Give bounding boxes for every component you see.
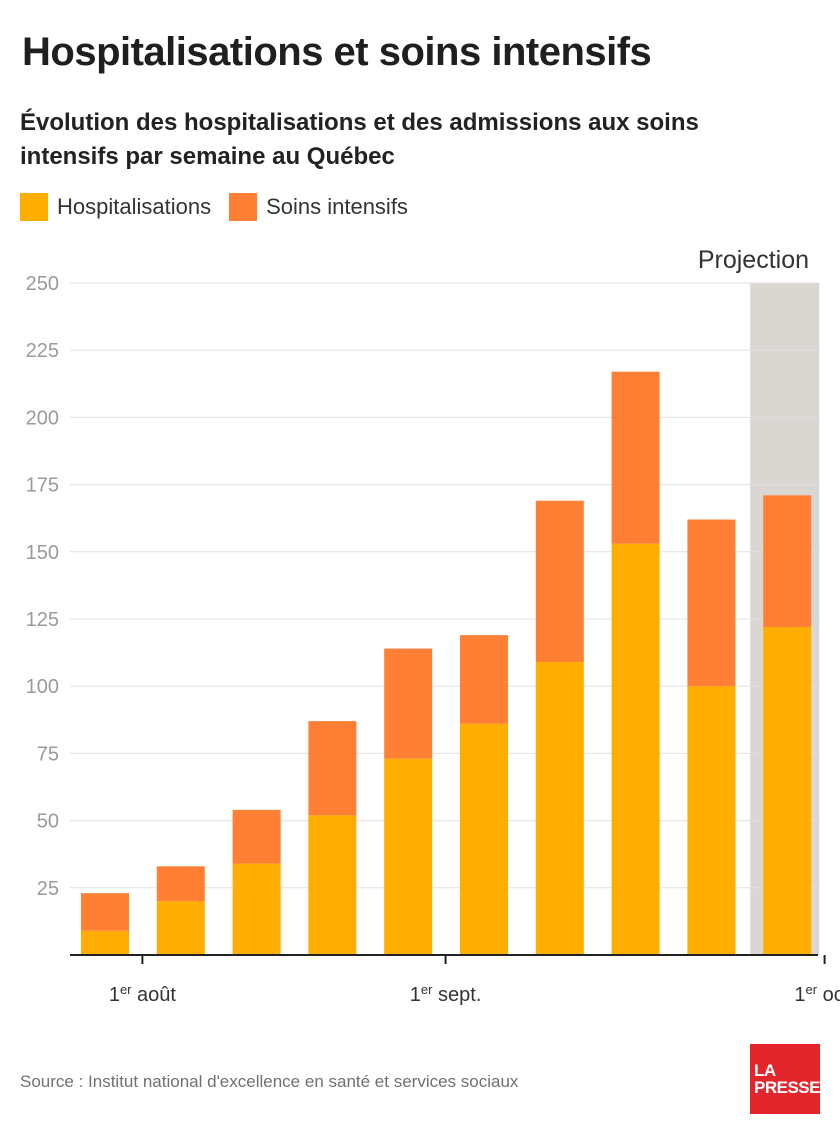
bar-soins-intensifs [384,648,433,759]
bar-hospitalisations [460,723,508,955]
y-tick-label: 100 [26,676,59,698]
legend-label-hospitalisations: Hospitalisations [57,194,212,219]
y-tick-label: 125 [26,609,59,631]
bar-hospitalisations [308,815,357,955]
legend: Hospitalisations Soins intensifs [20,193,426,221]
projection-label: Projection [698,246,809,274]
bar-hospitalisations [81,930,129,955]
bar-hospitalisations [156,901,205,955]
chart-title: Hospitalisations et soins intensifs [22,30,652,74]
y-tick-label: 200 [26,407,59,429]
source-note: Source : Institut national d'excellence … [20,1072,519,1091]
bar-hospitalisations [611,543,660,955]
bar-hospitalisations [763,627,812,955]
bar-chart: Projection 25 50 75 100 125 150 175 200 225 250 1er… [26,246,840,1007]
legend-label-soins-intensifs: Soins intensifs [266,194,408,219]
bar-soins-intensifs [81,893,129,931]
bar-soins-intensifs [156,866,205,902]
la-presse-logo: LA PRESSE [750,1044,820,1114]
legend-item-hospitalisations: Hospitalisations [20,193,211,221]
bar-hospitalisations [535,662,584,955]
bar-hospitalisations [384,758,433,955]
legend-swatch-hospitalisations [20,193,48,221]
bar-hospitalisations [232,863,281,955]
y-tick-label: 250 [26,273,59,295]
bar-soins-intensifs [535,500,584,663]
y-tick-label: 225 [26,340,59,362]
legend-item-soins-intensifs: Soins intensifs [229,193,408,221]
bar-hospitalisations [687,686,736,955]
x-tick-label: 1er oct. [794,982,840,1007]
legend-swatch-soins-intensifs [229,193,258,221]
bar-soins-intensifs [763,495,812,628]
bar-soins-intensifs [232,809,281,864]
bar-soins-intensifs [308,721,357,816]
bar-soins-intensifs [460,635,508,724]
chart-subtitle: Évolution des hospitalisations et des ad… [20,109,699,170]
bar-soins-intensifs [687,519,736,687]
y-tick-label: 175 [26,475,59,497]
y-tick-label: 150 [26,542,59,564]
y-tick-label: 25 [37,878,59,900]
x-tick-label: 1er août [109,982,177,1007]
x-tick-label: 1er sept. [410,982,482,1007]
bar-soins-intensifs [611,371,660,544]
y-tick-label: 50 [37,811,59,833]
y-tick-label: 75 [37,743,59,765]
